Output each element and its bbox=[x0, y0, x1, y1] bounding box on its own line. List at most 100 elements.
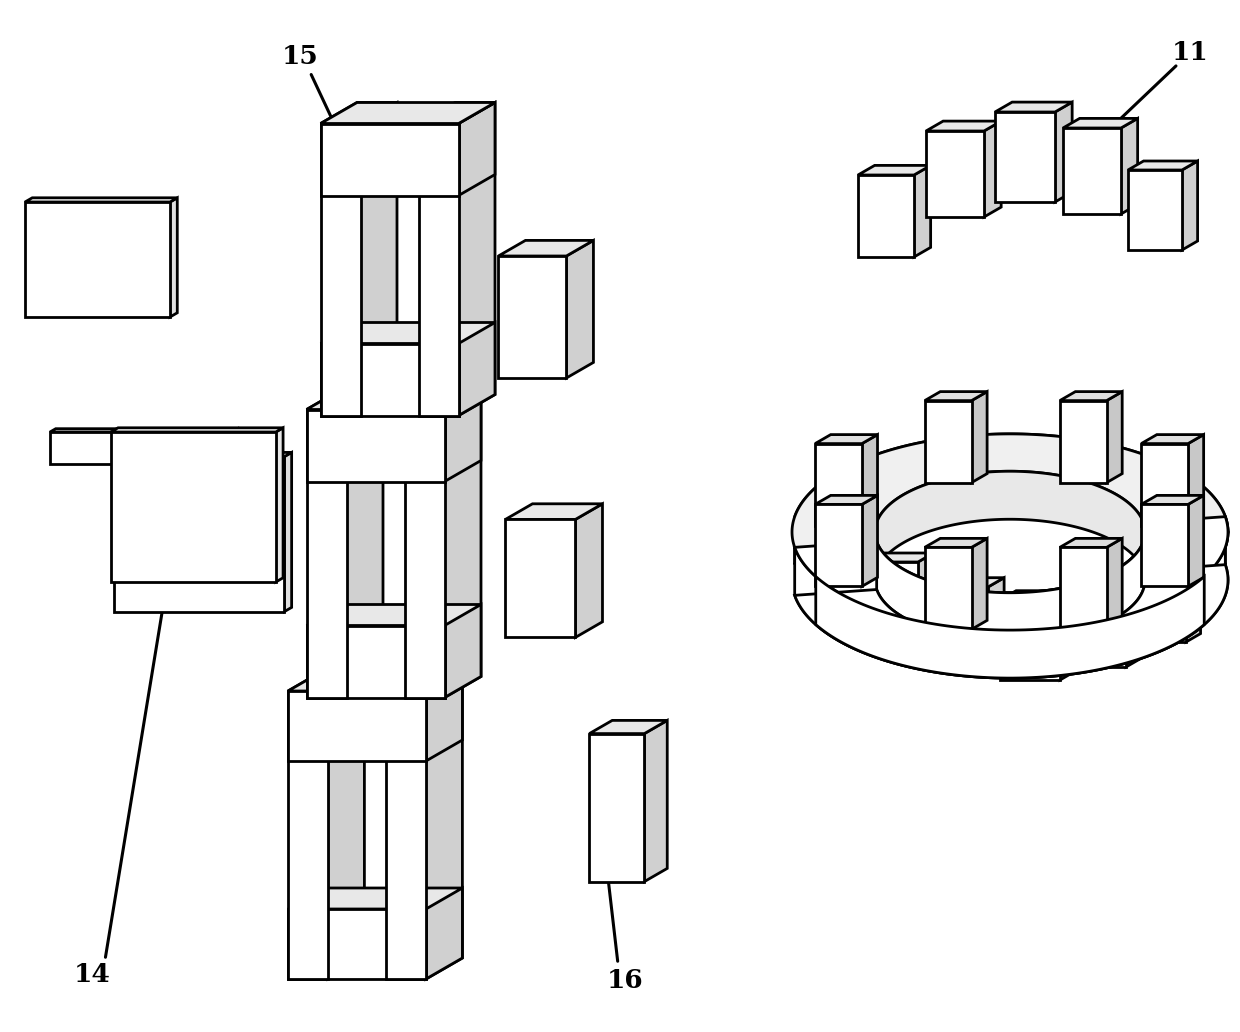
Polygon shape bbox=[288, 670, 463, 691]
Polygon shape bbox=[288, 888, 463, 909]
Polygon shape bbox=[1055, 102, 1073, 202]
Polygon shape bbox=[306, 410, 445, 482]
Polygon shape bbox=[275, 428, 283, 582]
Polygon shape bbox=[459, 102, 495, 416]
Polygon shape bbox=[427, 888, 463, 979]
Polygon shape bbox=[506, 519, 575, 638]
Polygon shape bbox=[1132, 566, 1185, 642]
Polygon shape bbox=[971, 391, 987, 483]
Polygon shape bbox=[1182, 161, 1198, 250]
Polygon shape bbox=[858, 165, 931, 175]
Polygon shape bbox=[862, 495, 878, 586]
Text: 16: 16 bbox=[606, 968, 644, 993]
Polygon shape bbox=[288, 691, 329, 979]
Polygon shape bbox=[361, 102, 397, 416]
Polygon shape bbox=[114, 456, 284, 612]
Polygon shape bbox=[1060, 400, 1106, 483]
Polygon shape bbox=[999, 590, 1076, 600]
Polygon shape bbox=[1106, 539, 1122, 630]
Polygon shape bbox=[1060, 391, 1122, 400]
Polygon shape bbox=[994, 102, 1073, 112]
Polygon shape bbox=[1068, 587, 1126, 667]
Text: 15: 15 bbox=[281, 44, 319, 69]
Polygon shape bbox=[815, 444, 862, 525]
Polygon shape bbox=[971, 539, 987, 630]
Polygon shape bbox=[25, 198, 177, 202]
Polygon shape bbox=[1063, 119, 1137, 128]
Polygon shape bbox=[306, 410, 347, 698]
Polygon shape bbox=[329, 670, 365, 979]
Polygon shape bbox=[1060, 590, 1076, 680]
Polygon shape bbox=[862, 562, 918, 640]
Polygon shape bbox=[1132, 557, 1200, 566]
Polygon shape bbox=[288, 909, 427, 979]
Polygon shape bbox=[1060, 547, 1106, 630]
Polygon shape bbox=[926, 121, 1001, 131]
Polygon shape bbox=[386, 670, 463, 691]
Text: 14: 14 bbox=[73, 962, 110, 987]
Polygon shape bbox=[795, 517, 1228, 631]
Polygon shape bbox=[306, 388, 383, 410]
Polygon shape bbox=[925, 547, 971, 630]
Polygon shape bbox=[1188, 434, 1204, 525]
Polygon shape bbox=[321, 344, 459, 416]
Polygon shape bbox=[589, 734, 645, 881]
Polygon shape bbox=[321, 102, 397, 124]
Polygon shape bbox=[321, 124, 361, 416]
Polygon shape bbox=[427, 670, 463, 761]
Polygon shape bbox=[1128, 170, 1182, 250]
Polygon shape bbox=[288, 691, 427, 761]
Polygon shape bbox=[795, 565, 1228, 678]
Polygon shape bbox=[792, 433, 1228, 631]
Polygon shape bbox=[459, 322, 495, 416]
Polygon shape bbox=[306, 605, 481, 625]
Polygon shape bbox=[459, 102, 495, 195]
Polygon shape bbox=[994, 112, 1055, 202]
Polygon shape bbox=[1141, 434, 1204, 444]
Polygon shape bbox=[445, 388, 481, 698]
Polygon shape bbox=[858, 175, 914, 257]
Polygon shape bbox=[925, 400, 971, 483]
Polygon shape bbox=[306, 388, 481, 410]
Polygon shape bbox=[321, 322, 495, 344]
Polygon shape bbox=[506, 504, 603, 519]
Polygon shape bbox=[110, 432, 275, 582]
Polygon shape bbox=[589, 720, 667, 734]
Polygon shape bbox=[498, 256, 567, 378]
Polygon shape bbox=[1185, 557, 1200, 642]
Polygon shape bbox=[445, 605, 481, 698]
Polygon shape bbox=[25, 202, 170, 317]
Polygon shape bbox=[925, 391, 987, 400]
Polygon shape bbox=[816, 577, 1204, 678]
Polygon shape bbox=[914, 165, 931, 257]
Polygon shape bbox=[419, 102, 495, 124]
Polygon shape bbox=[1063, 128, 1121, 214]
Polygon shape bbox=[1106, 391, 1122, 483]
Polygon shape bbox=[427, 670, 463, 979]
Polygon shape bbox=[815, 495, 878, 505]
Polygon shape bbox=[575, 504, 603, 638]
Polygon shape bbox=[110, 428, 283, 432]
Polygon shape bbox=[1141, 505, 1188, 586]
Polygon shape bbox=[815, 505, 862, 586]
Polygon shape bbox=[284, 452, 291, 612]
Polygon shape bbox=[862, 434, 878, 525]
Polygon shape bbox=[567, 240, 594, 378]
Polygon shape bbox=[50, 428, 238, 432]
Polygon shape bbox=[1188, 495, 1204, 586]
Polygon shape bbox=[445, 388, 481, 482]
Polygon shape bbox=[419, 124, 459, 416]
Polygon shape bbox=[170, 198, 177, 317]
Polygon shape bbox=[1068, 578, 1142, 587]
Polygon shape bbox=[862, 553, 934, 562]
Polygon shape bbox=[877, 522, 1145, 641]
Polygon shape bbox=[926, 131, 985, 217]
Polygon shape bbox=[645, 720, 667, 881]
Polygon shape bbox=[930, 587, 988, 667]
Polygon shape bbox=[347, 388, 383, 698]
Polygon shape bbox=[498, 240, 594, 256]
Polygon shape bbox=[1141, 495, 1204, 505]
Polygon shape bbox=[288, 670, 365, 691]
Polygon shape bbox=[404, 388, 481, 410]
Polygon shape bbox=[988, 578, 1004, 667]
